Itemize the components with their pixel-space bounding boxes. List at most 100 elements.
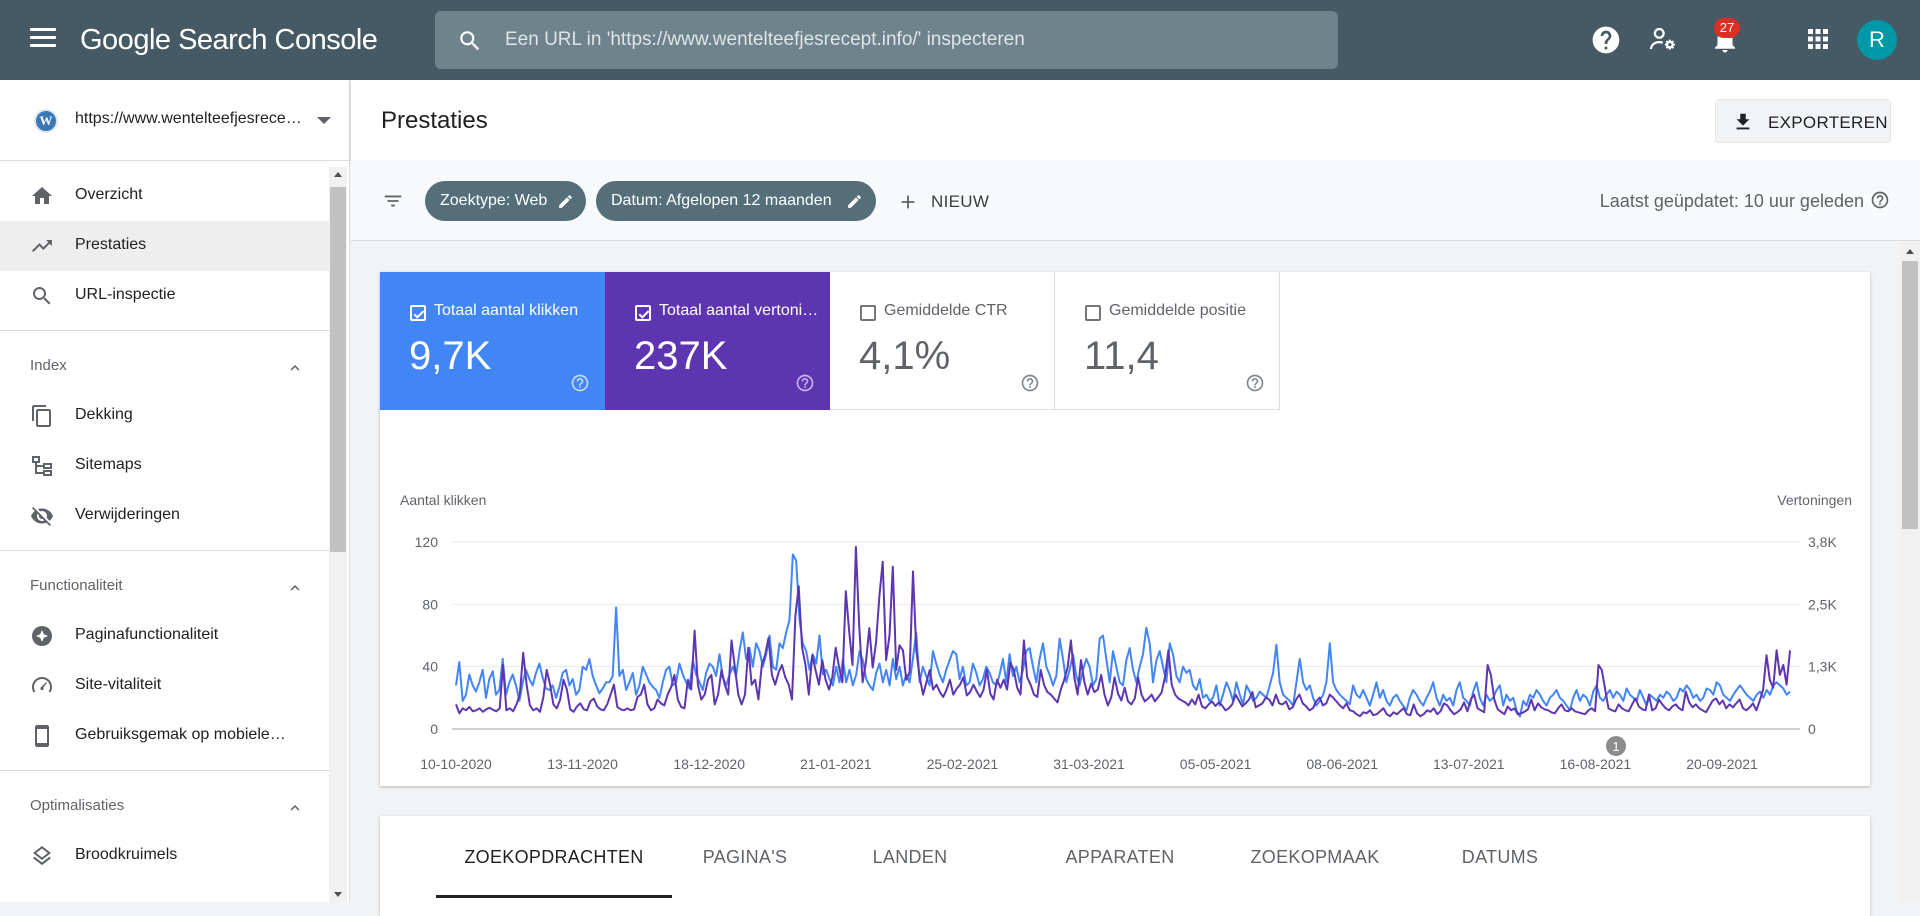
edit-icon[interactable] <box>557 193 574 210</box>
performance-chart: Aantal klikken Vertoningen 0 0 40 1,3K 80 2,5K 1… <box>400 492 1852 772</box>
y-tick-label: 80 <box>422 596 438 612</box>
x-tick-label: 18-12-2020 <box>673 756 745 772</box>
tab-landen[interactable]: LANDEN <box>872 847 948 867</box>
main-menu-icon[interactable] <box>30 28 56 52</box>
edit-icon[interactable] <box>846 193 863 210</box>
nav-item-site-vitaliteit[interactable]: Site-vitaliteit <box>0 661 330 711</box>
tab-apparaten[interactable]: APPARATEN <box>1065 847 1175 867</box>
nav-label: Broodkruimels <box>75 846 178 863</box>
divider <box>0 550 330 551</box>
page-title: Prestaties <box>381 107 488 134</box>
export-button[interactable]: EXPORTEREN <box>1715 99 1891 143</box>
copy-pages-icon <box>32 405 51 427</box>
apps-grid-icon[interactable] <box>1803 24 1833 54</box>
plus-icon <box>901 195 915 209</box>
scrollbar-thumb[interactable] <box>330 187 346 552</box>
scrollbar-thumb[interactable] <box>1902 261 1918 529</box>
nav-label: Site-vitaliteit <box>75 676 162 693</box>
filter-bar: Zoektype: Web Datum: Afgelopen 12 maande… <box>351 160 1920 241</box>
nav-item-prestaties[interactable]: Prestaties <box>0 221 330 271</box>
y2-tick-label: 1,3K <box>1808 659 1837 675</box>
checkbox-checked-icon[interactable] <box>635 305 651 321</box>
nav-item-broodkruimels[interactable]: Broodkruimels <box>0 831 330 881</box>
new-filter-label: NIEUW <box>931 192 990 211</box>
help-outline-icon[interactable] <box>1020 373 1040 393</box>
help-outline-icon[interactable] <box>570 373 590 393</box>
nav-label: Paginafunctionaliteit <box>75 626 219 643</box>
nav-item-overzicht[interactable]: Overzicht <box>0 171 330 221</box>
sidebar-scrollbar[interactable] <box>329 167 347 902</box>
tab-datums[interactable]: DATUMS <box>1461 847 1539 867</box>
nav-item-gebruiksgemak-mobiel[interactable]: Gebruiksgemak op mobiele apparaten <box>0 711 330 761</box>
chevron-up-icon <box>290 805 300 811</box>
account-avatar[interactable]: R <box>1857 20 1897 60</box>
section-header-functionaliteit[interactable]: Functionaliteit <box>0 561 330 611</box>
tab-paginas[interactable]: PAGINA'S <box>702 847 788 867</box>
nav-item-dekking[interactable]: Dekking <box>0 391 330 441</box>
notification-badge: 27 <box>1714 18 1740 38</box>
wordpress-icon: W <box>34 109 58 133</box>
series-line-impressions <box>455 545 1791 718</box>
filter-chip-datum[interactable]: Datum: Afgelopen 12 maanden <box>596 181 876 221</box>
scroll-up-icon[interactable] <box>1906 249 1914 254</box>
metric-value: 11,4 <box>1084 334 1159 378</box>
visibility-off-icon <box>31 507 53 526</box>
y-tick-label: 0 <box>430 721 438 737</box>
main-scrollbar[interactable] <box>1900 243 1920 902</box>
help-icon[interactable] <box>1590 24 1622 56</box>
section-title: Optimalisaties <box>30 797 125 814</box>
checkbox-unchecked-icon[interactable] <box>860 305 876 321</box>
y-tick-label: 120 <box>415 534 439 550</box>
chip-label: Zoektype: Web <box>440 192 548 209</box>
section-header-optimalisaties[interactable]: Optimalisaties <box>0 781 330 831</box>
nav-label: Sitemaps <box>75 456 142 473</box>
annotation-marker <box>1606 736 1626 756</box>
speedometer-icon <box>32 677 52 693</box>
checkbox-unchecked-icon[interactable] <box>1085 305 1101 321</box>
dropdown-arrow-icon <box>317 117 331 124</box>
help-outline-icon[interactable] <box>1245 373 1265 393</box>
app-logo[interactable]: Google Search Console <box>80 24 378 56</box>
property-url: https://www.wentelteefjesrecept.info/ <box>75 110 305 127</box>
checkbox-checked-icon[interactable] <box>410 305 426 321</box>
download-icon <box>1736 113 1750 130</box>
scroll-down-icon[interactable] <box>334 892 342 897</box>
metric-average-ctr[interactable]: Gemiddelde CTR 4,1% <box>830 272 1055 410</box>
metric-label: Totaal aantal klikken <box>434 302 579 319</box>
metric-average-position[interactable]: Gemiddelde positie 11,4 <box>1055 272 1280 410</box>
chevron-up-icon <box>290 585 300 591</box>
url-inspect-search[interactable] <box>435 11 1338 69</box>
section-title: Functionaliteit <box>30 577 123 594</box>
home-icon <box>32 187 52 204</box>
page-header: Prestaties EXPORTEREN <box>351 80 1920 160</box>
nav-item-verwijderingen[interactable]: Verwijderingen <box>0 491 330 541</box>
property-selector[interactable]: W https://www.wentelteefjesrecept.info/ <box>0 80 349 161</box>
chevron-up-icon <box>290 365 300 371</box>
user-settings-icon[interactable] <box>1648 24 1678 54</box>
metric-total-impressions[interactable]: Totaal aantal vertoningen 237K <box>605 272 830 410</box>
x-tick-label: 13-11-2020 <box>547 756 618 772</box>
dimension-tabs: ZOEKOPDRACHTEN PAGINA'S LANDEN APPARATEN ZOE… <box>380 816 1870 916</box>
x-tick-label: 10-10-2020 <box>420 756 492 772</box>
search-input[interactable] <box>505 24 1305 56</box>
y-tick-label: 40 <box>422 659 438 675</box>
smartphone-icon <box>35 725 49 747</box>
search-icon <box>460 31 480 51</box>
layers-icon <box>33 846 51 866</box>
metric-total-clicks[interactable]: Totaal aantal klikken 9,7K <box>380 272 605 410</box>
nav-item-sitemaps[interactable]: Sitemaps <box>0 441 330 491</box>
filter-chip-zoektype[interactable]: Zoektype: Web <box>425 181 586 221</box>
help-outline-icon[interactable] <box>795 373 815 393</box>
top-app-bar: Google Search Console 27 R <box>0 0 1920 80</box>
y2-tick-label: 2,5K <box>1808 596 1837 612</box>
nav-item-paginafunctionaliteit[interactable]: Paginafunctionaliteit <box>0 611 330 661</box>
scroll-up-icon[interactable] <box>334 172 342 177</box>
tab-zoekopdrachten[interactable]: ZOEKOPDRACHTEN <box>436 816 672 898</box>
section-header-index[interactable]: Index <box>0 341 330 391</box>
nav-item-url-inspectie[interactable]: URL-inspectie <box>0 271 330 321</box>
nav-label: Verwijderingen <box>75 506 180 523</box>
filter-icon[interactable] <box>381 190 405 212</box>
last-updated-text: Laatst geüpdatet: 10 uur geleden <box>1599 191 1864 211</box>
tab-zoekopmaak[interactable]: ZOEKOPMAAK <box>1250 847 1380 867</box>
help-outline-icon[interactable] <box>1870 190 1890 210</box>
